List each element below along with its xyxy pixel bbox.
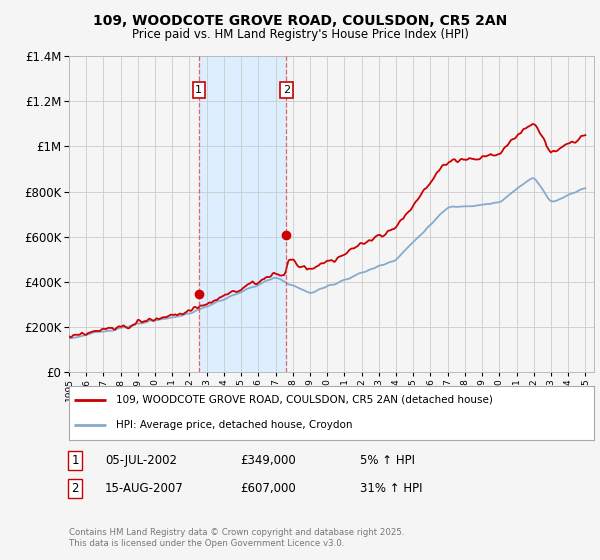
- Text: 1: 1: [71, 454, 79, 467]
- Text: 15-AUG-2007: 15-AUG-2007: [105, 482, 184, 495]
- Text: £607,000: £607,000: [240, 482, 296, 495]
- Text: 109, WOODCOTE GROVE ROAD, COULSDON, CR5 2AN (detached house): 109, WOODCOTE GROVE ROAD, COULSDON, CR5 …: [116, 395, 493, 405]
- Bar: [199, 56, 286, 372]
- Text: Price paid vs. HM Land Registry's House Price Index (HPI): Price paid vs. HM Land Registry's House …: [131, 28, 469, 41]
- Text: 2: 2: [283, 85, 290, 95]
- Text: HPI: Average price, detached house, Croydon: HPI: Average price, detached house, Croy…: [116, 419, 353, 430]
- Text: Contains HM Land Registry data © Crown copyright and database right 2025.
This d: Contains HM Land Registry data © Crown c…: [69, 528, 404, 548]
- Text: 2: 2: [71, 482, 79, 495]
- Text: 31% ↑ HPI: 31% ↑ HPI: [360, 482, 422, 495]
- Text: 1: 1: [195, 85, 202, 95]
- Text: 5% ↑ HPI: 5% ↑ HPI: [360, 454, 415, 467]
- Text: £349,000: £349,000: [240, 454, 296, 467]
- Text: 05-JUL-2002: 05-JUL-2002: [105, 454, 177, 467]
- Text: 109, WOODCOTE GROVE ROAD, COULSDON, CR5 2AN: 109, WOODCOTE GROVE ROAD, COULSDON, CR5 …: [93, 14, 507, 28]
